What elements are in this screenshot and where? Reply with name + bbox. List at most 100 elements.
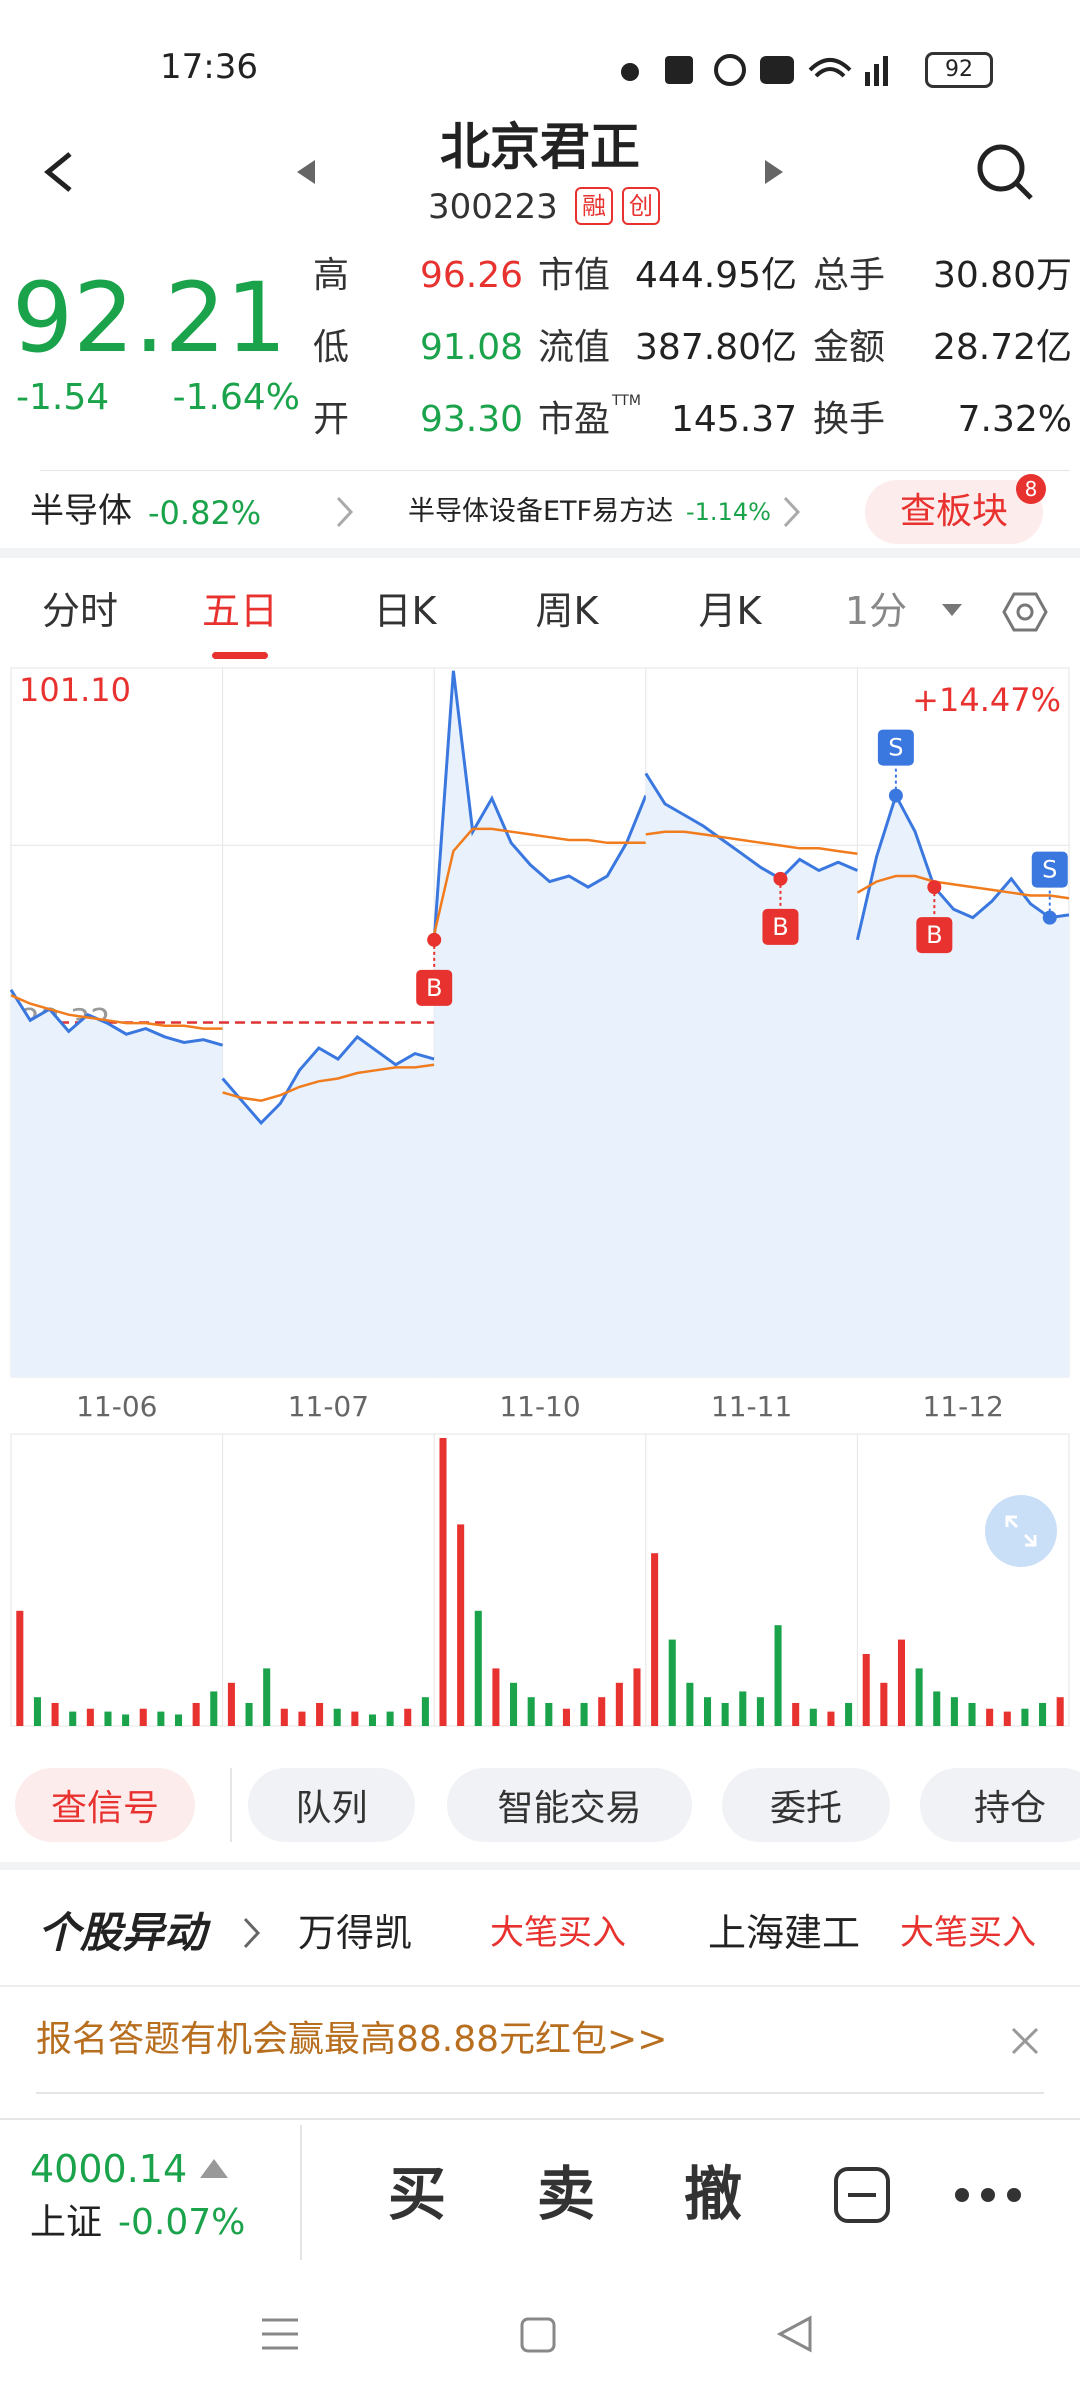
status-time: 17:36 [160, 47, 258, 87]
promo-banner[interactable]: 报名答题有机会赢最高88.88元红包>> [36, 2019, 668, 2060]
stat-value: 30.80万 [932, 255, 1072, 296]
buy-button[interactable]: 买 [388, 2160, 447, 2228]
volume-bar [1056, 1697, 1064, 1726]
stat-label: 高 [313, 255, 350, 296]
stat-label: 市值 [538, 255, 611, 296]
stat-value: 93.30 [419, 399, 523, 440]
divider [0, 1985, 1080, 1987]
signal-point [1042, 910, 1057, 925]
next-stock[interactable] [763, 158, 785, 186]
price-area [222, 1036, 435, 1377]
volume-bar [174, 1714, 183, 1726]
price-line [9, 989, 224, 1047]
volume-bar [545, 1702, 553, 1726]
price-area [645, 773, 858, 1377]
volume-bar [527, 1697, 535, 1726]
tab[interactable]: 日K [373, 589, 437, 633]
ticker-title: 个股异动 [38, 1908, 207, 1957]
tab[interactable]: 1分 [844, 589, 908, 633]
signal-badge [416, 969, 453, 1006]
action-button[interactable]: 持仓 [920, 1768, 1080, 1842]
stock-name: 北京君正 [440, 118, 640, 176]
sector-button[interactable]: 查板块 [865, 480, 1043, 544]
average-line [10, 994, 223, 1030]
sector-change: -0.82% [148, 494, 262, 532]
price-area [434, 670, 646, 1377]
tab[interactable]: 分时 [41, 589, 118, 633]
volume-bar [333, 1708, 341, 1726]
percent-label: +14.47% [912, 681, 1061, 719]
volume-bar [298, 1711, 306, 1726]
index-value[interactable]: 4000.14 [30, 2147, 188, 2191]
volume-bar [986, 1708, 994, 1726]
chevron [336, 496, 354, 528]
signal-point [888, 788, 903, 803]
tab[interactable]: 五日 [201, 589, 278, 633]
price-area [11, 989, 223, 1377]
stat-value: 7.32% [957, 399, 1072, 440]
tab[interactable]: 月K [698, 589, 762, 633]
x-tick-label: 11-10 [499, 1390, 580, 1423]
volume-bar [615, 1682, 623, 1726]
signal-label: B [772, 913, 788, 941]
sector-name[interactable]: 半导体 [30, 491, 132, 531]
period-dropdown[interactable] [940, 602, 964, 618]
stat-value: 28.72亿 [932, 327, 1072, 368]
signal-label: S [1042, 856, 1057, 884]
ticker-stock[interactable]: 上海建工 [708, 1911, 861, 1955]
ticker-event: 大笔买入 [490, 1913, 626, 1953]
etf-name[interactable]: 半导体设备ETF易方达 [408, 496, 674, 527]
volume-bar [1003, 1711, 1011, 1726]
divider [0, 2118, 1080, 2120]
volume-bar [562, 1708, 570, 1726]
volume-bar [668, 1639, 676, 1726]
signal-label: S [888, 734, 903, 762]
x-tick-label: 11-07 [288, 1390, 369, 1423]
collapse-button[interactable] [832, 2165, 892, 2225]
close-promo[interactable] [1010, 2026, 1040, 2056]
stat-label: 开 [313, 399, 350, 440]
sell-button[interactable]: 卖 [537, 2160, 596, 2228]
navigation-bar [262, 2315, 812, 2353]
stat-label-sup: TTM [612, 393, 641, 409]
volume-bar [1021, 1708, 1029, 1726]
tab[interactable]: 周K [535, 589, 599, 633]
divider [36, 2092, 1044, 2094]
prev-stock[interactable] [295, 158, 317, 186]
last-price: 92.21 [12, 262, 287, 374]
cancel-button[interactable]: 撤 [684, 2160, 743, 2228]
ticker-stock[interactable]: 万得凯 [298, 1911, 413, 1955]
signal-label: B [426, 974, 442, 1002]
price-change: -1.54 [16, 377, 110, 418]
divider [40, 470, 1070, 471]
more-button[interactable] [952, 2180, 1024, 2210]
volume-bar [316, 1702, 324, 1726]
volume-bar [192, 1702, 200, 1726]
search-button[interactable] [975, 142, 1035, 202]
signal-label: B [926, 921, 942, 949]
action-button[interactable]: 委托 [722, 1768, 890, 1842]
signal-point [773, 871, 788, 886]
volume-bar [245, 1702, 253, 1726]
volume-bar [86, 1708, 94, 1726]
average-line [222, 1063, 435, 1102]
volume-bar [933, 1691, 941, 1726]
divider [230, 1768, 232, 1842]
section-gap [0, 548, 1080, 558]
action-button[interactable]: 智能交易 [447, 1768, 692, 1842]
volume-bar [651, 1553, 659, 1726]
volume-bar [439, 1438, 447, 1726]
action-button[interactable]: 查信号 [15, 1768, 195, 1842]
expand-button[interactable] [985, 1495, 1057, 1567]
volume-bar [139, 1708, 147, 1726]
settings-button[interactable] [1002, 590, 1048, 634]
volume-bar [227, 1682, 235, 1726]
action-button[interactable]: 队列 [248, 1768, 415, 1842]
volume-bar [280, 1708, 288, 1726]
volume-bar [968, 1702, 976, 1726]
tab-underline [212, 652, 268, 659]
back-button[interactable] [40, 150, 80, 194]
stat-label: 流值 [538, 327, 611, 368]
signal-badge [916, 917, 953, 954]
